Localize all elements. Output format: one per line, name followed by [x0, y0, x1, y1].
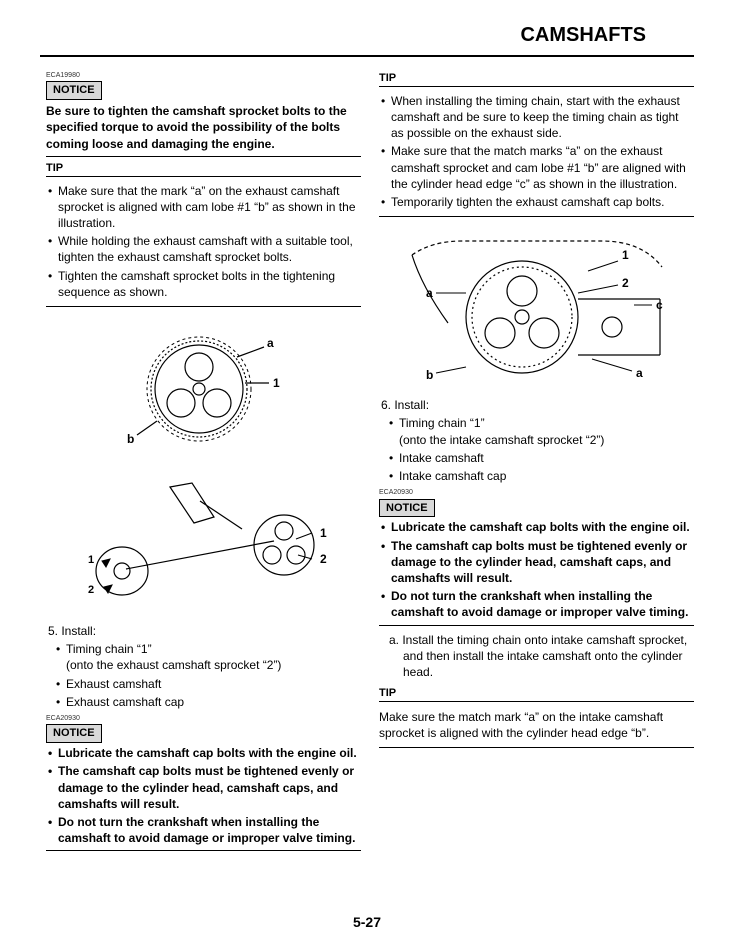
notice-label: NOTICE: [46, 81, 102, 100]
tip-body: Make sure the match mark “a” on the inta…: [379, 709, 694, 741]
figure-tightening-sequence: 1 2 1 2: [46, 473, 361, 613]
page-title: CAMSHAFTS: [40, 0, 694, 57]
step-6-list: Timing chain “1”: [379, 413, 694, 431]
tip-heading: TIP: [46, 161, 361, 177]
list-item: Timing chain “1”: [379, 415, 694, 431]
label-b: b: [426, 368, 433, 382]
label-1: 1: [320, 526, 327, 540]
ref-code: ECA20930: [379, 488, 694, 497]
notice-label: NOTICE: [379, 499, 435, 518]
letter-item-a: a. Install the timing chain onto intake …: [397, 632, 694, 681]
list-item: Exhaust camshaft cap: [46, 694, 361, 710]
figure-sprocket-alignment: a 1 b: [46, 317, 361, 457]
step-6-note: (onto the intake camshaft sprocket “2”): [379, 432, 694, 448]
list-item: The camshaft cap bolts must be tightened…: [379, 538, 694, 587]
label-1: 1: [622, 248, 629, 262]
list-item: Intake camshaft cap: [379, 468, 694, 484]
list-item: While holding the exhaust camshaft with …: [46, 233, 361, 265]
label-seq1: 1: [88, 554, 94, 566]
step-6: 6. Install:: [379, 397, 694, 413]
tip-list: When installing the timing chain, start …: [379, 91, 694, 210]
page-number: 5-27: [0, 913, 734, 932]
notice-label: NOTICE: [46, 724, 102, 743]
divider: [46, 850, 361, 851]
left-column: ECA19980 NOTICE Be sure to tighten the c…: [46, 67, 361, 851]
notice-list: Lubricate the camshaft cap bolts with th…: [379, 517, 694, 620]
list-item: Exhaust camshaft: [46, 676, 361, 692]
step-5-list: Timing chain “1”: [46, 639, 361, 657]
divider: [379, 216, 694, 217]
right-column: TIP When installing the timing chain, st…: [379, 67, 694, 851]
divider: [379, 625, 694, 626]
list-item: Temporarily tighten the exhaust camshaft…: [379, 194, 694, 210]
tip-list: Make sure that the mark “a” on the exhau…: [46, 181, 361, 300]
label-1: 1: [273, 376, 280, 390]
list-item: When installing the timing chain, start …: [379, 93, 694, 142]
notice-body: Be sure to tighten the camshaft sprocket…: [46, 103, 361, 152]
notice-list: Lubricate the camshaft cap bolts with th…: [46, 743, 361, 846]
list-item: Make sure that the match marks “a” on th…: [379, 143, 694, 192]
list-item: Tighten the camshaft sprocket bolts in t…: [46, 268, 361, 300]
list-item: Timing chain “1”: [46, 641, 361, 657]
list-item: Make sure that the mark “a” on the exhau…: [46, 183, 361, 232]
label-a: a: [267, 336, 274, 350]
figure-timing-chain: a b 1 2 c a: [379, 227, 694, 387]
content-columns: ECA19980 NOTICE Be sure to tighten the c…: [0, 57, 734, 851]
label-b: b: [127, 432, 134, 446]
step-5-note: (onto the exhaust camshaft sprocket “2”): [46, 657, 361, 673]
divider: [46, 306, 361, 307]
tip-heading: TIP: [379, 686, 694, 702]
label-2: 2: [622, 276, 629, 290]
label-a2: a: [636, 366, 643, 380]
divider: [379, 747, 694, 748]
label-2: 2: [320, 552, 327, 566]
label-seq2: 2: [88, 584, 94, 596]
letter-list: a. Install the timing chain onto intake …: [379, 632, 694, 681]
ref-code: ECA20930: [46, 714, 361, 723]
label-a: a: [426, 286, 433, 300]
label-c: c: [656, 298, 663, 312]
list-item: Lubricate the camshaft cap bolts with th…: [46, 745, 361, 761]
step-5: 5. Install:: [46, 623, 361, 639]
list-item: Do not turn the crankshaft when installi…: [379, 588, 694, 620]
list-item: Lubricate the camshaft cap bolts with th…: [379, 519, 694, 535]
tip-heading: TIP: [379, 71, 694, 87]
list-item: Do not turn the crankshaft when installi…: [46, 814, 361, 846]
list-item: Intake camshaft: [379, 450, 694, 466]
ref-code: ECA19980: [46, 71, 361, 80]
list-item: The camshaft cap bolts must be tightened…: [46, 763, 361, 812]
divider: [46, 156, 361, 157]
